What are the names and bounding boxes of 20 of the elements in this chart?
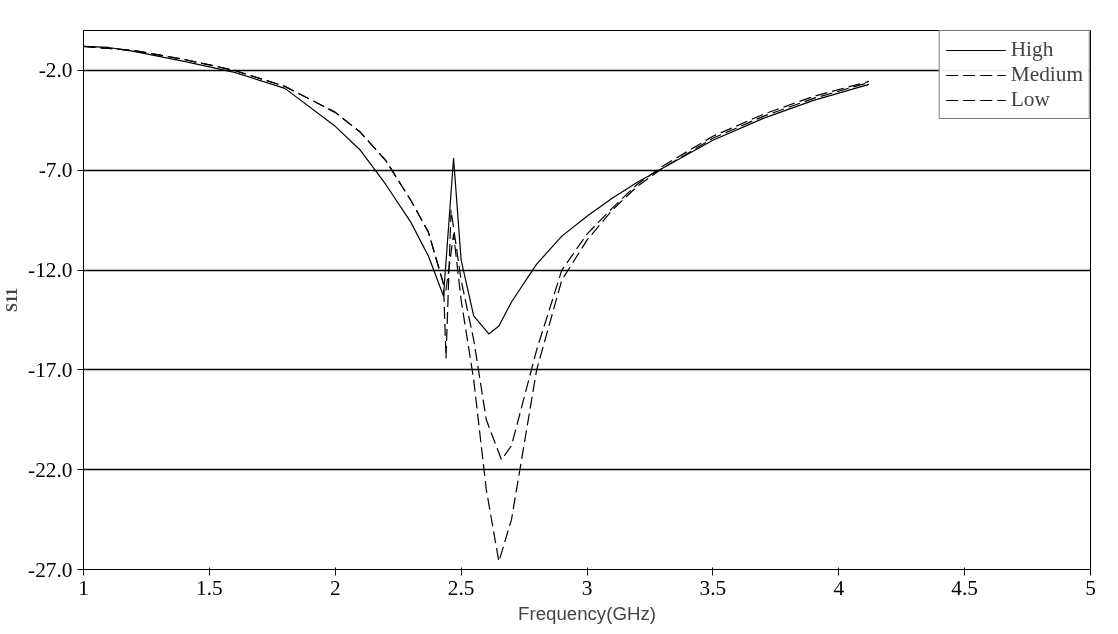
x-tick-label: 4.5 [951, 575, 978, 600]
x-tick-label: 2 [329, 575, 341, 600]
x-tick-label: 1.5 [196, 575, 223, 600]
x-tick-label: 3 [581, 575, 593, 600]
legend-label: High [1010, 37, 1054, 62]
x-tick-label: 4 [833, 575, 845, 600]
x-tick-label: 3.5 [699, 575, 727, 600]
x-tick-label: 1 [78, 575, 89, 600]
x-axis-title: Frequency(GHz) [518, 602, 656, 624]
y-tick-label: -2.0 [38, 58, 73, 83]
y-tick-label: -17.0 [28, 357, 73, 382]
y-tick-label: -7.0 [38, 158, 73, 183]
legend-label: Medium [1010, 62, 1083, 87]
y-axis-title: S11 [3, 287, 21, 313]
legend-label: Low [1010, 87, 1050, 112]
x-tick-label: 2.5 [447, 575, 475, 600]
y-tick-label: -12.0 [28, 258, 73, 283]
x-tick-label: 5 [1085, 575, 1096, 600]
y-tick-label: -27.0 [28, 557, 73, 582]
y-tick-label: -22.0 [28, 457, 73, 482]
